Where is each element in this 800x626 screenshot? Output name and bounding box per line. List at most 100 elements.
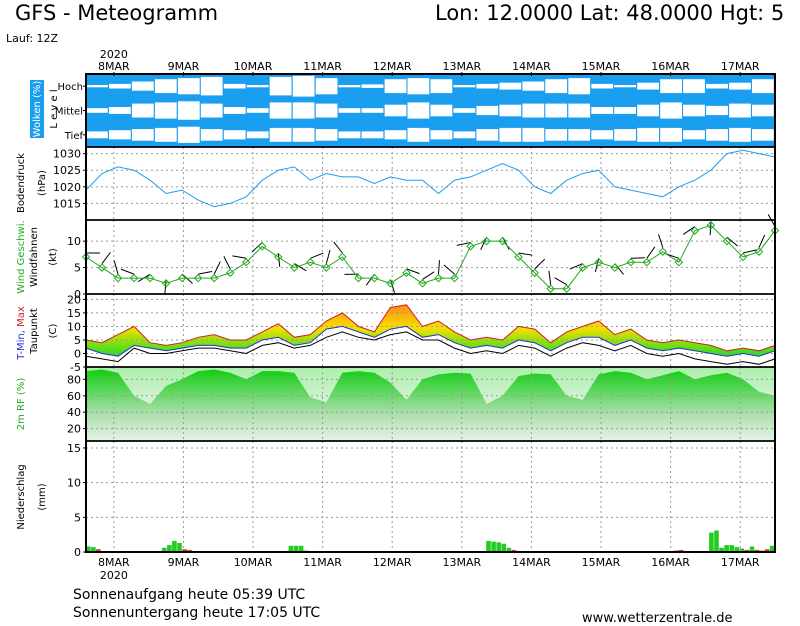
site-url: www.wetterzentrale.de (582, 611, 732, 626)
sunset-text: Sonnenuntergang heute 17:05 UTC (73, 605, 320, 621)
precip-bar (724, 545, 729, 552)
humidity-ylabel: 2m RF (%) (16, 378, 27, 431)
cloud-clear-cell (293, 102, 315, 118)
cloud-clear-cell (408, 78, 430, 94)
day-label-top: 13MAR (442, 60, 481, 73)
cloud-clear-cell (568, 104, 590, 118)
cloud-clear-cell (109, 130, 131, 139)
cloud-clear-cell (201, 104, 223, 118)
cloud-clear-cell (224, 130, 246, 139)
y-tick-label: 20 (67, 423, 81, 436)
day-label-top: 9MAR (168, 60, 200, 73)
cloud-clear-cell (155, 79, 177, 93)
cloud-clear-cell (683, 130, 705, 139)
cloud-clear-cell (316, 78, 338, 94)
y-tick-label: 5 (74, 334, 81, 347)
cloud-clear-cell (752, 79, 774, 93)
cloud-clear-cell (476, 129, 498, 141)
cloud-clear-cell (362, 131, 384, 138)
cloud-clear-cell (385, 79, 407, 93)
wind-ylabel: Wind Geschwi. (16, 220, 27, 293)
wind-barb (555, 278, 567, 285)
cloud-clear-cell (270, 128, 292, 142)
cloud-clear-cell (155, 128, 177, 142)
wind-barb (310, 253, 323, 258)
day-label-top: 12MAR (373, 60, 412, 73)
wind-barb (647, 247, 655, 258)
cloud-clear-cell (178, 78, 200, 94)
cloud-clear-cell (683, 105, 705, 117)
cloud-clear-cell (178, 127, 200, 143)
cloud-clear-cell (591, 130, 613, 139)
y-tick-label: 1030 (53, 148, 81, 161)
cloud-clear-cell (224, 84, 246, 89)
cloud-clear-cell (591, 107, 613, 114)
cloud-clear-cell (614, 107, 636, 114)
cloud-clear-cell (155, 102, 177, 118)
cloud-clear-cell (614, 85, 636, 87)
y-tick-label: 0 (74, 546, 81, 559)
cloud-clear-cell (522, 128, 544, 142)
cloud-clear-cell (545, 104, 567, 118)
y-tick-label: 0 (74, 347, 81, 360)
cloud-clear-cell (431, 105, 453, 117)
cloud-clear-cell (545, 79, 567, 93)
cloud-clear-cell (660, 102, 682, 118)
cloud-clear-cell (178, 101, 200, 120)
cloud-clear-cell (86, 85, 108, 87)
temperature-ylabel: T-Min, Max (16, 306, 27, 361)
day-label-bottom: 8MAR (98, 556, 130, 569)
wind-barb (326, 250, 330, 264)
precip-bar (486, 541, 491, 552)
cloud-clear-cell (499, 105, 521, 117)
cloud-clear-cell (729, 104, 751, 118)
precip-bar (729, 545, 734, 552)
wind-unit: (kt) (48, 248, 59, 266)
cloud-clear-cell (270, 77, 292, 96)
cloud-clear-cell (522, 82, 544, 91)
cloud-clear-cell (522, 104, 544, 118)
y-tick-label: 1015 (53, 197, 81, 210)
day-label-bottom: 12MAR (373, 556, 412, 569)
cloud-level-label: Tief (64, 131, 84, 142)
cloud-clear-cell (499, 83, 521, 90)
precip-bar (177, 543, 182, 552)
pressure-ylabel: Bodendruck (16, 153, 27, 213)
cloud-clear-cell (339, 108, 361, 113)
cloud-clear-cell (568, 129, 590, 141)
wind-speed-line (86, 225, 775, 288)
cloud-clear-cell (201, 77, 223, 96)
cloud-level-axis-label: L e v e l (49, 89, 60, 128)
cloud-clear-cell (385, 105, 407, 117)
day-label-bottom: 11MAR (303, 556, 342, 569)
cloud-clear-cell (316, 104, 338, 118)
precip-bar (172, 541, 177, 552)
cloud-clear-cell (86, 108, 108, 113)
y-tick-label: 20 (67, 293, 81, 306)
cloud-clear-cell (476, 106, 498, 115)
y-tick-label: -5 (70, 361, 81, 374)
year-label-bottom: 2020 (100, 569, 128, 582)
day-label-top: 14MAR (512, 60, 551, 73)
day-label-top: 15MAR (582, 60, 621, 73)
wind-barb (444, 265, 455, 274)
day-label-bottom: 17MAR (721, 556, 760, 569)
cloud-clear-cell (637, 83, 659, 90)
precip-unit: (mm) (37, 483, 48, 510)
wind-barb (422, 272, 434, 280)
cloud-clear-cell (454, 131, 476, 138)
wind-barb (214, 262, 220, 275)
day-label-top: 10MAR (234, 60, 273, 73)
precip-bar (714, 531, 719, 553)
day-label-top: 17MAR (721, 60, 760, 73)
cloud-level-label: Hoch (58, 82, 83, 93)
cloud-clear-cell (293, 76, 315, 97)
cloud-clear-cell (109, 84, 131, 89)
wind-barb (439, 260, 440, 274)
day-label-bottom: 9MAR (168, 556, 200, 569)
cloud-clear-cell (362, 84, 384, 88)
cloud-clear-cell (247, 108, 269, 113)
y-tick-label: 10 (67, 477, 81, 490)
wind-barb (198, 271, 212, 274)
cloud-clear-cell (706, 84, 728, 89)
